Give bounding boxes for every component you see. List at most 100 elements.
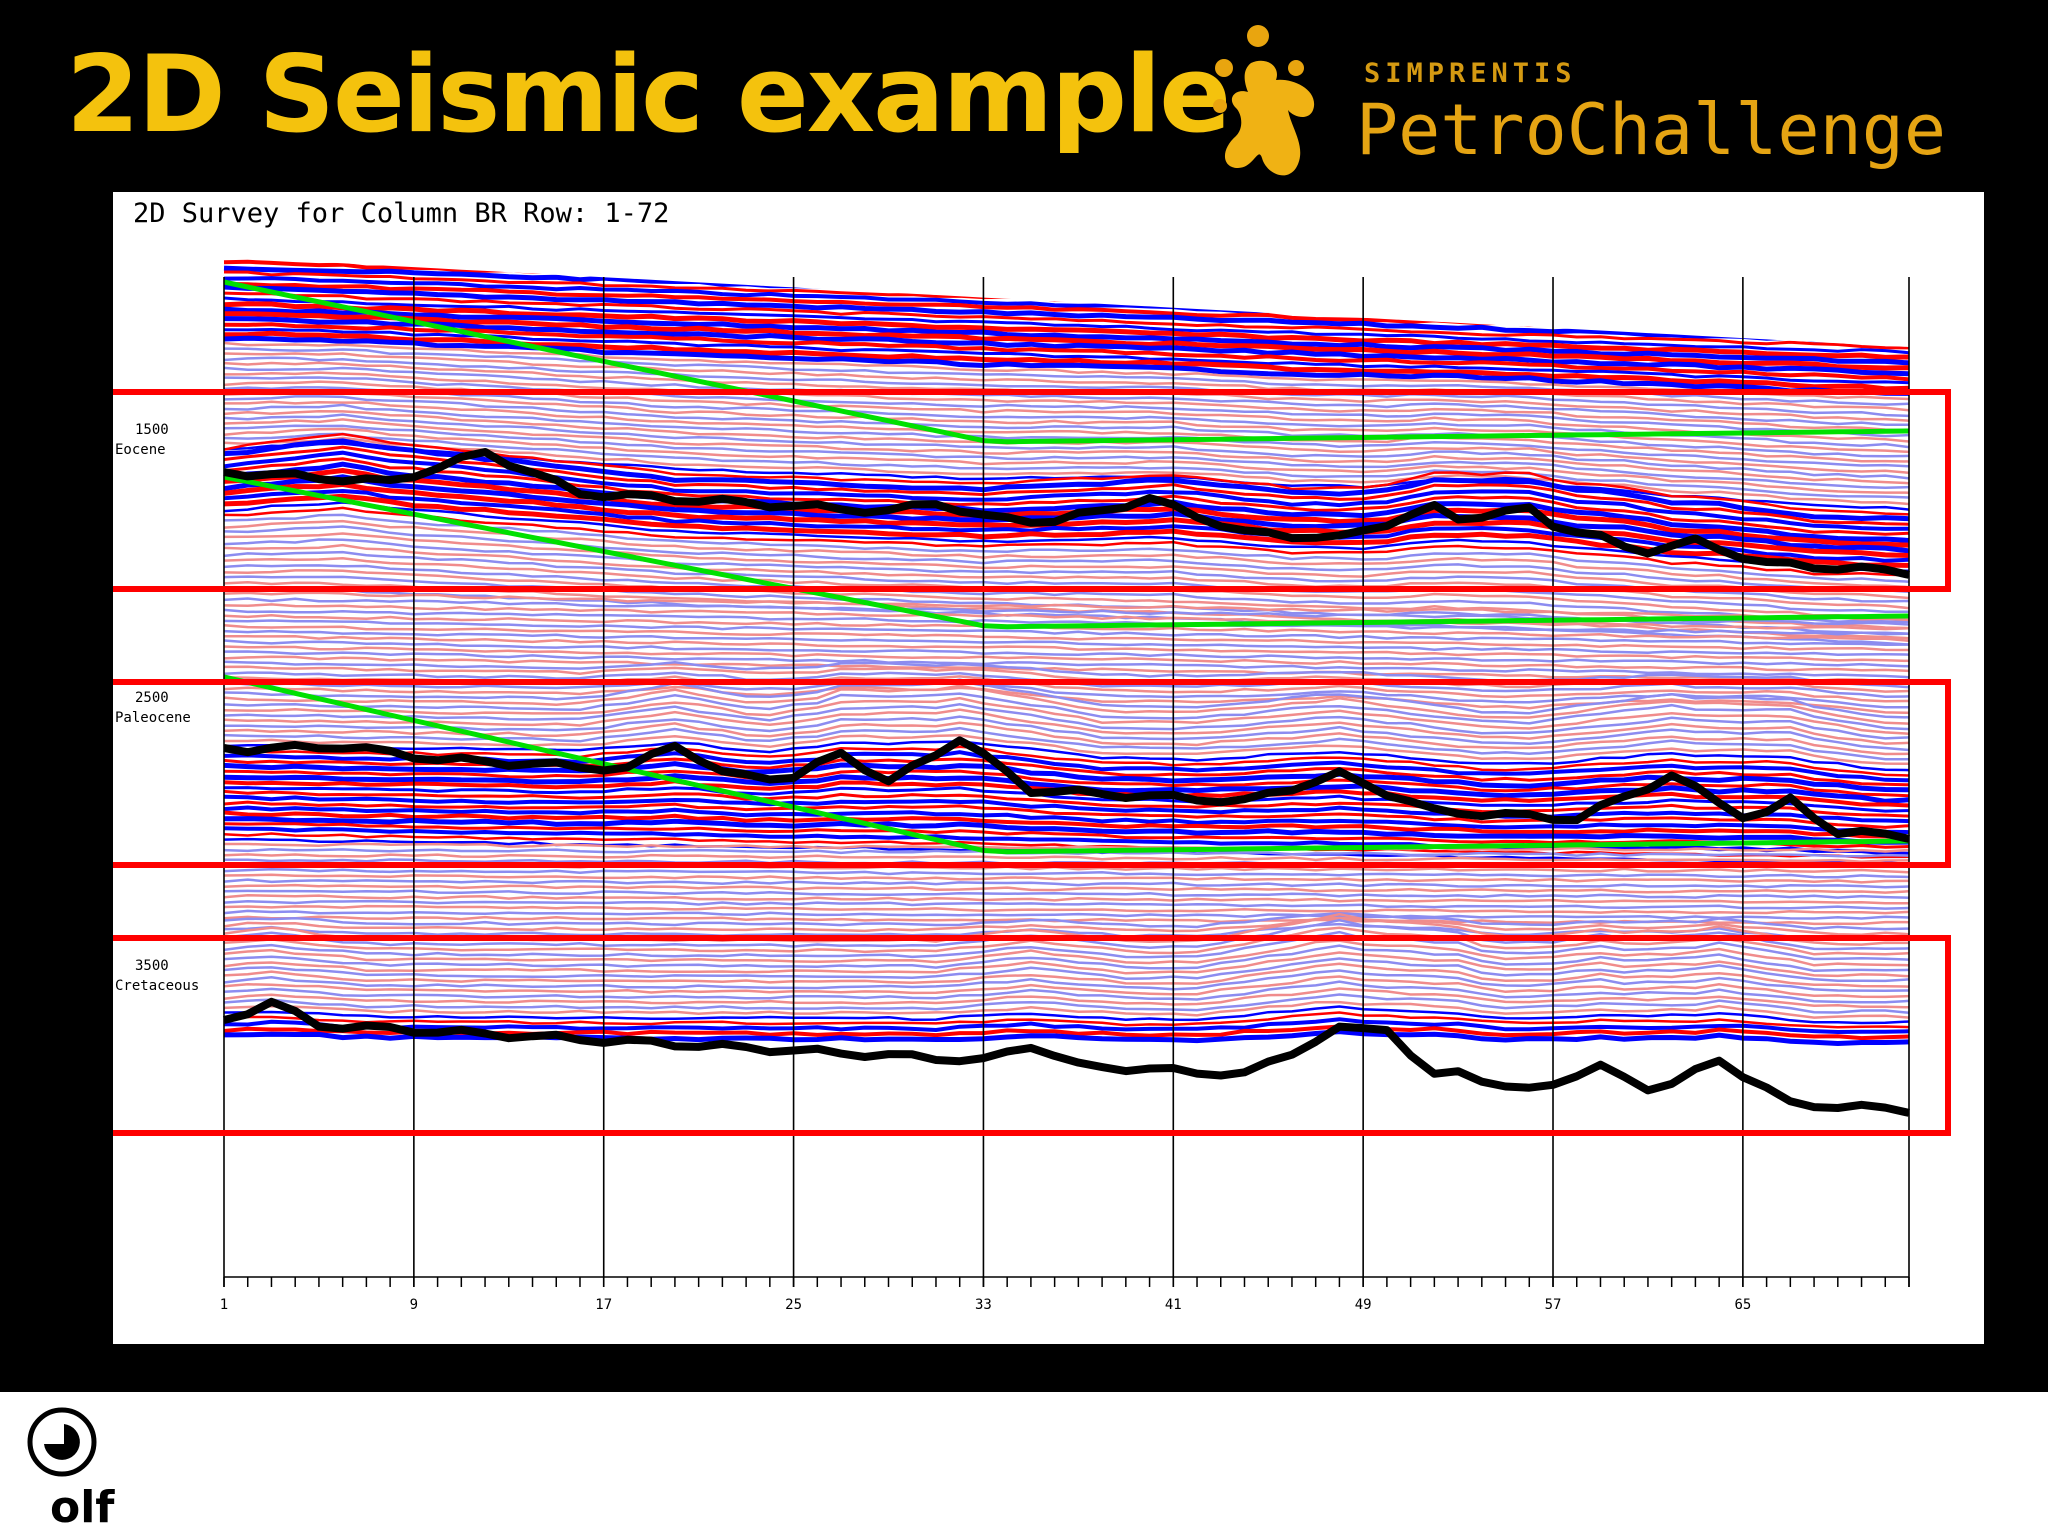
reflector-line	[223, 969, 1910, 993]
reflector-line	[223, 894, 1909, 905]
x-tick-label: 1	[220, 1297, 228, 1313]
brand-subtitle: SIMPRENTIS	[1364, 58, 1577, 89]
reflector-line	[223, 403, 1910, 468]
reflector-line	[223, 532, 1910, 600]
reflector-line	[223, 284, 1910, 345]
reflector-line	[223, 680, 1910, 709]
marker-line	[223, 279, 1910, 445]
reflector-line	[223, 951, 1910, 978]
reflector-line	[223, 916, 1910, 936]
seismic-figure: 1 9 17 25 33 41 49 57 65 1500 Eocene 2500 Paleocene 3…	[113, 192, 1984, 1344]
reflector-line	[223, 450, 1910, 531]
reflector-line	[223, 721, 1910, 756]
reflector-line	[223, 805, 1910, 835]
horizon-pick-line	[223, 448, 1910, 579]
reflector-line	[223, 296, 1910, 355]
reflector-line	[223, 322, 1910, 382]
olf-logo-text: olf	[50, 1482, 115, 1528]
reflector-line	[223, 461, 1910, 543]
reflector-line	[223, 769, 1910, 798]
reflector-line	[223, 418, 1910, 485]
reflector-line	[223, 427, 1910, 494]
reflector-line	[223, 639, 1910, 668]
horizon-depth-label: 2500	[135, 690, 169, 706]
reflector-line	[223, 327, 1910, 385]
splash-figure-icon	[1213, 25, 1315, 176]
reflector-line	[223, 457, 1910, 536]
reflector-line	[223, 432, 1910, 499]
reflector-line	[223, 987, 1910, 1009]
reflector-line	[223, 341, 1910, 401]
reflector-line	[224, 733, 1910, 766]
reflector-line	[223, 678, 1910, 719]
reflector-line	[223, 1005, 1910, 1025]
horizon-name-label: Cretaceous	[115, 978, 199, 994]
reflector-line	[223, 692, 1910, 731]
x-tick-label: 57	[1545, 1297, 1562, 1313]
olf-logo-icon: olf	[27, 1407, 115, 1528]
horizon-name-label: Paleocene	[115, 710, 191, 726]
reflector-line	[223, 800, 1910, 829]
reflector-line	[224, 842, 1910, 853]
reflector-line	[223, 708, 1910, 745]
highlight-box	[113, 679, 1951, 868]
reflector-line	[223, 488, 1910, 563]
reflector-line	[223, 832, 1910, 859]
reflector-line	[223, 306, 1910, 366]
horizon-pick-line	[223, 997, 1910, 1117]
x-tick-label: 49	[1355, 1297, 1372, 1313]
seismic-plot: 1 9 17 25 33 41 49 57 65 1500 Eocene 2500 Paleocene 3…	[113, 192, 1951, 1313]
reflector-line	[223, 761, 1910, 793]
x-tick-label: 25	[785, 1297, 802, 1313]
reflector-line	[223, 564, 1910, 624]
reflector-line	[223, 1024, 1910, 1041]
reflector-line	[223, 513, 1910, 583]
reflector-line	[223, 391, 1910, 454]
reflector-line	[223, 868, 1910, 879]
reflector-line	[223, 789, 1910, 818]
reflector-line	[223, 750, 1910, 783]
x-tick-label: 65	[1734, 1297, 1751, 1313]
reflector-line	[223, 939, 1910, 967]
reflector-line	[223, 525, 1910, 594]
reflector-line	[223, 944, 1910, 973]
reflector-line	[223, 371, 1910, 432]
reflector-line	[223, 395, 1910, 458]
reflector-line	[223, 366, 1909, 426]
reflector-line	[223, 550, 1909, 614]
reflector-line	[223, 715, 1910, 752]
reflector-line	[223, 904, 1910, 915]
reflector-line	[223, 660, 1910, 689]
reflector-line	[224, 635, 1910, 663]
horizon-name-label: Eocene	[115, 442, 166, 458]
reflector-line	[223, 501, 1910, 573]
reflector-line	[223, 316, 1910, 377]
reflector-line	[223, 629, 1910, 657]
reflector-line	[223, 975, 1910, 999]
reflector-line	[223, 930, 1910, 961]
reflector-line	[223, 912, 1910, 931]
reflector-line	[223, 899, 1910, 910]
reflector-line	[223, 619, 1910, 646]
slide-background: 2D Seismic example SIMPRENTIS PetroChall…	[0, 0, 2048, 1392]
highlight-box	[113, 935, 1951, 1136]
top-mask	[224, 192, 1909, 347]
reflector-line	[223, 957, 1910, 983]
reflector-line	[223, 591, 1910, 622]
reflector-line	[223, 853, 1910, 863]
marker-line	[223, 674, 1910, 855]
reflector-line	[223, 335, 1910, 396]
reflector-line	[223, 878, 1910, 889]
reflector-line	[223, 356, 1910, 418]
x-tick-label: 9	[410, 1297, 418, 1313]
reflector-line	[223, 301, 1910, 360]
reflector-line	[224, 400, 1910, 463]
reflector-line	[223, 506, 1910, 577]
reflector-line	[223, 291, 1910, 350]
reflector-line	[223, 1011, 1910, 1029]
horizon-depth-label: 1500	[135, 422, 169, 438]
reflector-line	[223, 889, 1910, 899]
reflector-line	[223, 432, 1910, 516]
reflector-line	[223, 1000, 1910, 1019]
reflector-line	[223, 603, 1910, 631]
